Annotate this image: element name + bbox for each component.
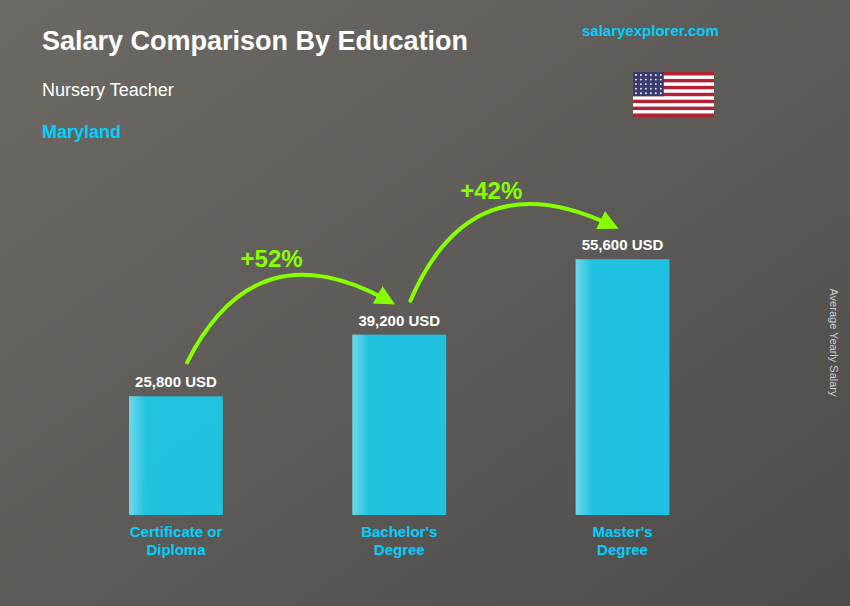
- flag-star: [660, 92, 662, 94]
- subtitle: Nursery Teacher: [42, 80, 174, 100]
- bar: [129, 396, 223, 515]
- category-label-line: Master's: [592, 523, 652, 540]
- us-flag: [633, 72, 714, 117]
- bars: [129, 259, 669, 515]
- flag-stripe: [633, 103, 714, 107]
- flag-star: [655, 79, 657, 81]
- flag-star: [635, 79, 637, 81]
- flag-stripe: [633, 107, 714, 111]
- category-label-line: Certificate or: [130, 523, 223, 540]
- bar-highlight: [352, 335, 446, 515]
- flag-star: [645, 74, 647, 76]
- category-label-line: Diploma: [146, 541, 206, 558]
- flag-star: [645, 83, 647, 85]
- location: Maryland: [42, 122, 121, 142]
- flag-star: [635, 88, 637, 90]
- source: salaryexplorer.com: [582, 22, 719, 39]
- flag-star: [640, 83, 642, 85]
- flag-star: [640, 92, 642, 94]
- flag-star: [645, 92, 647, 94]
- flag-star: [660, 83, 662, 85]
- category-label: Master'sDegree: [592, 523, 652, 558]
- flag-star: [640, 74, 642, 76]
- flag-star: [635, 83, 637, 85]
- y-axis-label: Average Yearly Salary: [828, 288, 840, 397]
- flag-star: [640, 88, 642, 90]
- chart: 25,800 USD 39,200 USD 55,600 USD Certificat…: [0, 0, 850, 606]
- flag-star: [650, 92, 652, 94]
- flag-star: [650, 88, 652, 90]
- category-label-line: Degree: [597, 541, 648, 558]
- bar: [576, 259, 670, 515]
- category-label: Bachelor'sDegree: [361, 523, 437, 558]
- flag-star: [635, 74, 637, 76]
- flag-stripe: [633, 114, 714, 118]
- flag-star: [655, 83, 657, 85]
- flag-star: [650, 74, 652, 76]
- value-label: 25,800 USD: [135, 373, 217, 390]
- flag-stripe: [633, 100, 714, 104]
- flag-star: [655, 88, 657, 90]
- change-arrow: [410, 204, 611, 301]
- category-label-line: Bachelor's: [361, 523, 437, 540]
- flag-star: [645, 88, 647, 90]
- bar-highlight: [129, 396, 223, 515]
- flag-star: [635, 92, 637, 94]
- flag-star: [655, 92, 657, 94]
- flag-star: [660, 88, 662, 90]
- bar-highlight: [576, 259, 670, 515]
- flag-star: [640, 79, 642, 81]
- category-label-line: Degree: [374, 541, 425, 558]
- bar: [352, 335, 446, 515]
- value-label: 55,600 USD: [582, 236, 664, 253]
- flag-stripe: [633, 96, 714, 100]
- flag-star: [650, 79, 652, 81]
- change-arrow: [187, 275, 388, 363]
- flag-star: [650, 83, 652, 85]
- title: Salary Comparison By Education: [42, 26, 468, 56]
- chart-container: 25,800 USD 39,200 USD 55,600 USD Certificat…: [0, 0, 850, 606]
- change-label: +42%: [460, 177, 522, 204]
- background: [0, 0, 850, 606]
- flag-star: [660, 74, 662, 76]
- flag-star: [645, 79, 647, 81]
- flag-stripe: [633, 110, 714, 114]
- flag-canton: [633, 72, 664, 96]
- category-label: Certificate orDiploma: [130, 523, 223, 558]
- change-label: +52%: [241, 245, 303, 272]
- value-label: 39,200 USD: [358, 312, 440, 329]
- flag-star: [655, 74, 657, 76]
- flag-star: [660, 79, 662, 81]
